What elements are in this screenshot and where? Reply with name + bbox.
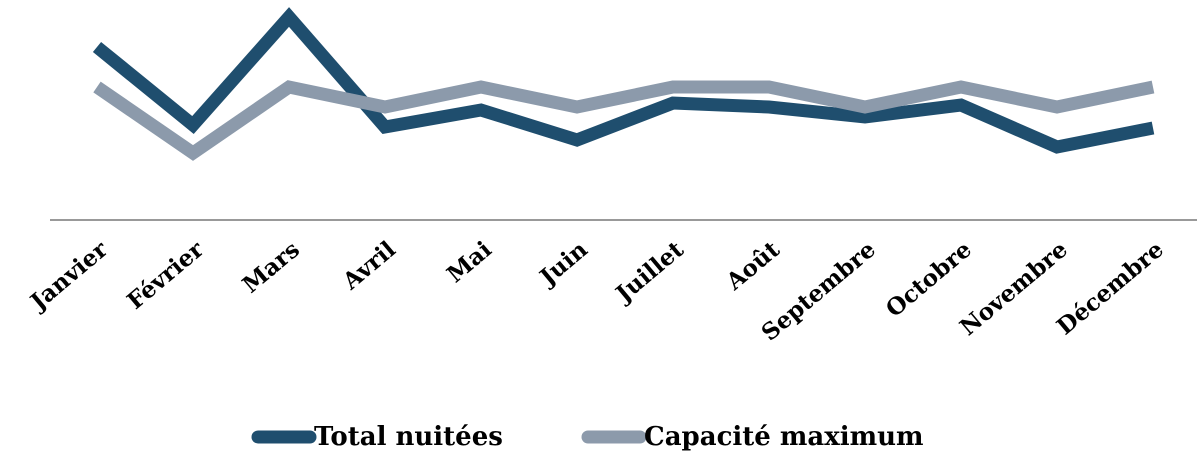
x-tick-label: Février	[122, 235, 209, 315]
x-tick-label: Janvier	[24, 235, 114, 316]
series-line	[93, 80, 1155, 161]
x-tick-label: Août	[720, 236, 785, 296]
x-tick-label: Juin	[533, 236, 593, 292]
x-tick-label: Mai	[442, 236, 497, 288]
x-tick-label: Décembre	[1052, 236, 1169, 340]
x-tick-label: Juillet	[609, 236, 689, 309]
x-tick-label: Mars	[237, 236, 304, 299]
legend-label: Total nuitées	[314, 422, 503, 452]
legend-label: Capacité maximum	[644, 422, 924, 452]
x-tick-label: Octobre	[881, 236, 977, 323]
x-tick-label: Avril	[337, 236, 401, 296]
series-line	[92, 7, 1155, 154]
